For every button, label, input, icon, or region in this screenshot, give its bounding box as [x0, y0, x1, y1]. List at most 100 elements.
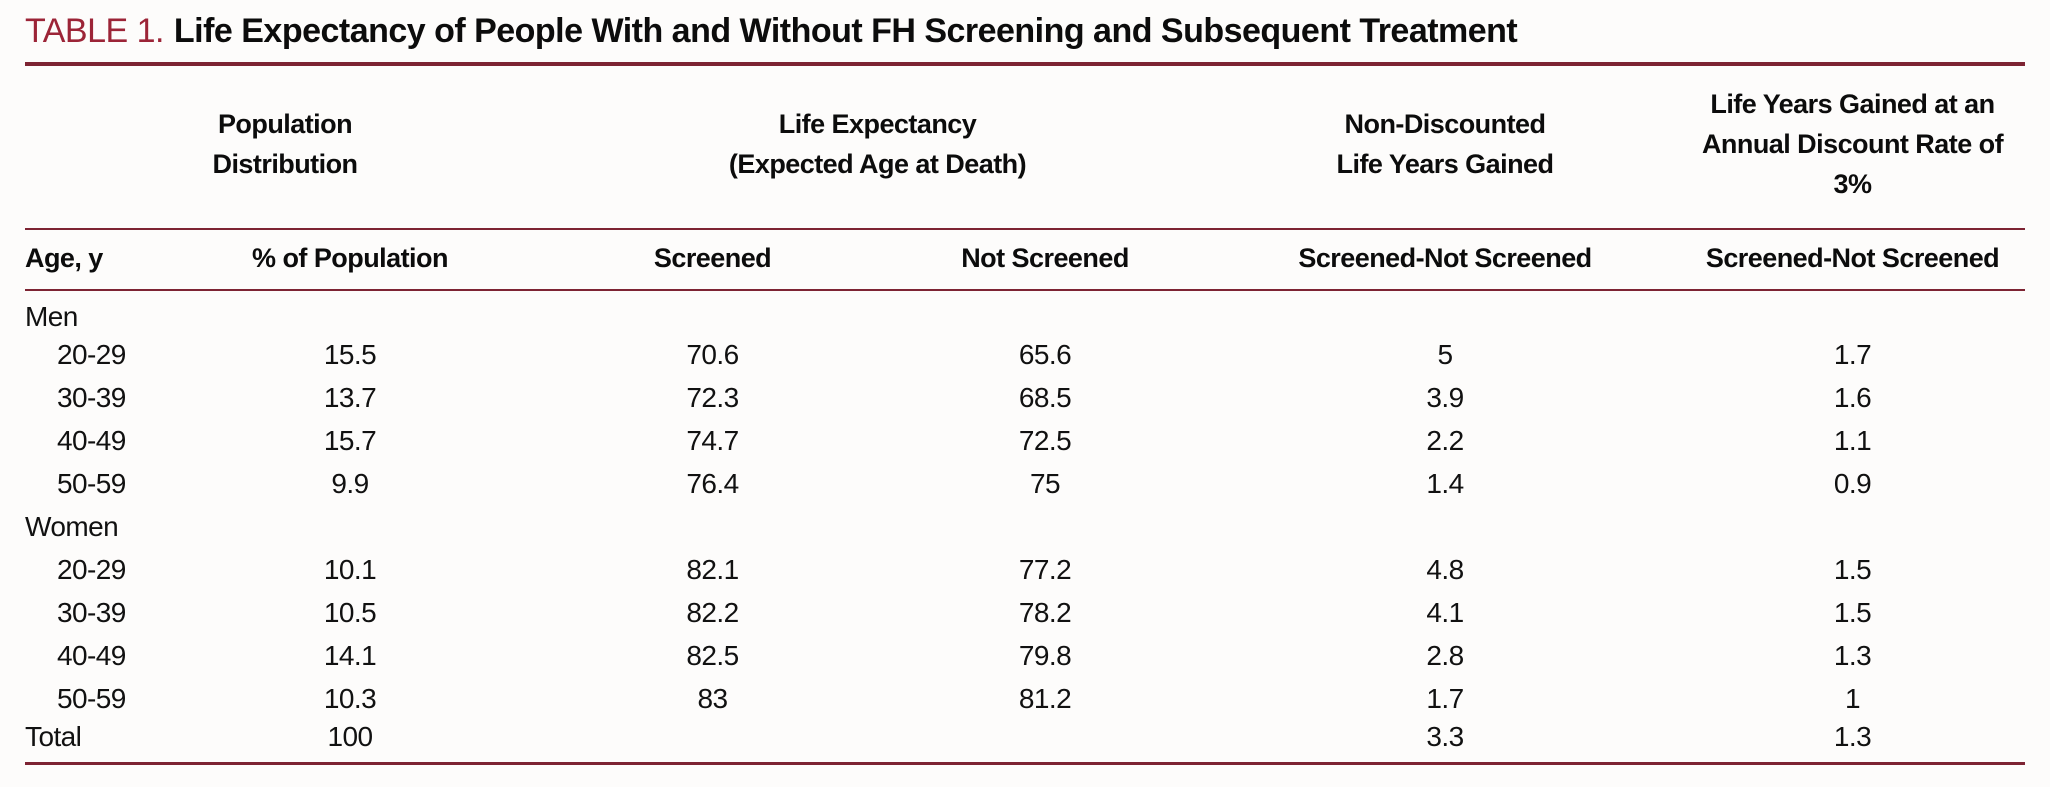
cell-pct: 10.3	[323, 682, 377, 714]
cell-disc-diff: 1.3	[1680, 720, 2025, 765]
section-label: Women	[25, 510, 119, 542]
cell-age: 50-59	[57, 682, 126, 714]
cell-age: 20-29	[57, 553, 126, 585]
total-label: Total	[25, 720, 155, 765]
cell-disc-diff: 1.1	[1833, 424, 1872, 456]
group-header-discounted-line1: Life Years Gained at an	[1710, 89, 1995, 119]
table-row: 50-59 10.3 83 81.2 1.7 1	[25, 677, 2025, 720]
cell-disc-diff: 1.5	[1833, 596, 1872, 628]
table-title: TABLE 1. Life Expectancy of People With a…	[25, 8, 2025, 54]
cell-not-screened: 68.5	[1018, 381, 1072, 413]
cell-age: 40-49	[57, 424, 126, 456]
table-caption: Life Expectancy of People With and Witho…	[173, 12, 1518, 50]
table-body: Men 20-29 15.5 70.6 65.6 5 1.7 30-39 13.…	[25, 290, 2025, 765]
cell-nd-diff: 4.1	[1426, 596, 1464, 628]
cell-screened: 72.3	[686, 381, 739, 413]
cell-nd-diff: 5	[1437, 338, 1453, 370]
cell-age: 30-39	[57, 381, 126, 413]
cell-screened: 70.6	[686, 338, 739, 370]
group-header-non-discounted-line1: Non-Discounted	[1344, 109, 1546, 139]
column-header-screened: Screened	[545, 229, 880, 291]
cell-screened: 82.5	[686, 639, 739, 671]
section-row-men: Men	[25, 290, 2025, 333]
table-header: Population Distribution Life Expectancy …	[25, 66, 2025, 291]
cell-not-screened	[880, 290, 1210, 333]
table-row: 40-49 14.1 82.5 79.8 2.8 1.3	[25, 634, 2025, 677]
table-row: 30-39 13.7 72.3 68.5 3.9 1.6	[25, 376, 2025, 419]
group-header-population: Population Distribution	[25, 66, 545, 230]
cell-pct: 100	[155, 720, 545, 765]
column-header-age: Age, y	[25, 229, 155, 291]
column-header-disc-diff: Screened-Not Screened	[1680, 229, 2025, 291]
cell-not-screened: 81.2	[1018, 682, 1072, 714]
column-header-pct-population: % of Population	[155, 229, 545, 291]
cell-not-screened: 79.8	[1018, 639, 1072, 671]
cell-age: 20-29	[57, 338, 126, 370]
cell-disc-diff: 1.5	[1833, 553, 1872, 585]
group-header-life-expectancy-line1: Life Expectancy	[778, 109, 977, 139]
table-row: 20-29 10.1 82.1 77.2 4.8 1.5	[25, 548, 2025, 591]
section-row-women: Women	[25, 505, 2025, 548]
cell-nd-diff	[1210, 290, 1680, 333]
cell-pct: 14.1	[323, 639, 377, 671]
group-header-discounted-line2: Annual Discount Rate of 3%	[1701, 129, 2004, 199]
cell-age: 40-49	[57, 639, 126, 671]
cell-disc-diff: 1.7	[1833, 338, 1872, 370]
cell-pct	[155, 290, 545, 333]
title-rule	[25, 62, 2025, 66]
table-row: 40-49 15.7 74.7 72.5 2.2 1.1	[25, 419, 2025, 462]
cell-pct: 13.7	[323, 381, 377, 413]
cell-screened: 82.2	[686, 596, 739, 628]
cell-nd-diff: 4.8	[1426, 553, 1464, 585]
cell-disc-diff: 1.6	[1833, 381, 1872, 413]
cell-pct: 15.5	[323, 338, 377, 370]
data-table: Population Distribution Life Expectancy …	[25, 66, 2025, 765]
group-header-non-discounted: Non-Discounted Life Years Gained	[1210, 66, 1680, 230]
column-header-nd-diff: Screened-Not Screened	[1210, 229, 1680, 291]
cell-nd-diff: 2.8	[1426, 639, 1464, 671]
cell-screened	[545, 505, 880, 548]
table-number-label: TABLE 1.	[25, 12, 164, 50]
cell-pct: 9.9	[331, 467, 369, 499]
cell-not-screened	[880, 720, 1210, 765]
cell-not-screened: 65.6	[1018, 338, 1072, 370]
cell-screened: 76.4	[686, 467, 739, 499]
cell-pct: 10.1	[323, 553, 377, 585]
cell-screened: 74.7	[686, 424, 739, 456]
cell-nd-diff	[1210, 505, 1680, 548]
cell-nd-diff: 2.2	[1426, 424, 1464, 456]
cell-nd-diff: 1.7	[1426, 682, 1464, 714]
cell-screened	[545, 720, 880, 765]
cell-not-screened: 78.2	[1018, 596, 1072, 628]
group-header-life-expectancy-line2: (Expected Age at Death)	[728, 149, 1027, 179]
group-header-life-expectancy: Life Expectancy (Expected Age at Death)	[545, 66, 1210, 230]
cell-pct: 15.7	[323, 424, 377, 456]
paper-table-figure: TABLE 1. Life Expectancy of People With a…	[25, 8, 2025, 765]
column-header-not-screened: Not Screened	[880, 229, 1210, 291]
cell-not-screened: 72.5	[1018, 424, 1072, 456]
cell-pct: 10.5	[323, 596, 377, 628]
cell-disc-diff	[1680, 505, 2025, 548]
group-header-discounted: Life Years Gained at an Annual Discount …	[1680, 66, 2025, 230]
cell-age: 50-59	[57, 467, 126, 499]
section-label: Men	[25, 301, 78, 332]
table-row: 30-39 10.5 82.2 78.2 4.1 1.5	[25, 591, 2025, 634]
group-header-population-line1: Population	[217, 109, 353, 139]
cell-disc-diff: 1	[1844, 682, 1861, 714]
table-row: 20-29 15.5 70.6 65.6 5 1.7	[25, 333, 2025, 376]
cell-pct	[155, 505, 545, 548]
group-header-non-discounted-line2: Life Years Gained	[1336, 149, 1554, 179]
table-row: 50-59 9.9 76.4 75 1.4 0.9	[25, 462, 2025, 505]
cell-disc-diff: 1.3	[1833, 639, 1872, 671]
group-header-row: Population Distribution Life Expectancy …	[25, 66, 2025, 230]
column-header-row: Age, y % of Population Screened Not Scre…	[25, 229, 2025, 291]
total-row: Total 100 3.3 1.3	[25, 720, 2025, 765]
cell-disc-diff: 0.9	[1833, 467, 1872, 499]
cell-nd-diff: 3.3	[1210, 720, 1680, 765]
cell-screened: 83	[697, 682, 728, 714]
cell-screened	[545, 290, 880, 333]
cell-not-screened	[880, 505, 1210, 548]
cell-screened: 82.1	[686, 553, 739, 585]
group-header-population-line2: Distribution	[212, 149, 359, 179]
cell-age: 30-39	[57, 596, 126, 628]
